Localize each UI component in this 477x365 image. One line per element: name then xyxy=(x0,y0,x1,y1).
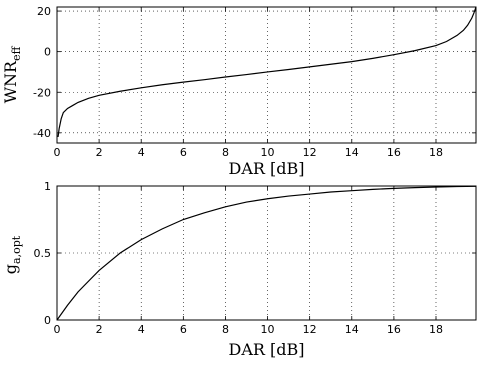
y-tick-label: 0 xyxy=(44,314,51,327)
x-tick-label: 16 xyxy=(387,146,401,159)
y-tick-label: 1 xyxy=(44,180,51,193)
x-tick-label: 6 xyxy=(180,146,187,159)
x-tick-label: 8 xyxy=(222,323,229,336)
y-tick-label: 0 xyxy=(44,46,51,59)
y-axis-label: ga,opt xyxy=(1,235,23,274)
x-tick-label: 6 xyxy=(180,323,187,336)
y-axis-label: WNReff xyxy=(1,45,23,103)
x-tick-label: 10 xyxy=(261,146,275,159)
x-tick-label: 10 xyxy=(261,323,275,336)
y-tick-label: -40 xyxy=(33,127,51,140)
x-tick-label: 4 xyxy=(138,146,145,159)
top-plot: 0 2 4 6 8 10 12 14 16 18 -40 -20 0 20 DAR [dB] WNReff xyxy=(1,5,477,178)
y-axis-label-main: g xyxy=(1,264,20,274)
series-line xyxy=(56,185,477,321)
axes-frame xyxy=(56,185,477,321)
x-tick-label: 14 xyxy=(345,323,359,336)
y-axis-label-main: WNR xyxy=(1,60,20,103)
x-tick-label: 2 xyxy=(96,146,103,159)
x-tick-label: 4 xyxy=(138,323,145,336)
y-axis-label-subscript: eff xyxy=(10,45,23,61)
x-axis-label: DAR [dB] xyxy=(229,159,305,178)
x-tick-label: 0 xyxy=(54,146,61,159)
y-tick-label: -20 xyxy=(33,86,51,99)
bottom-plot: 0 2 4 6 8 10 12 14 16 18 0 0.5 1 DAR [dB] ga,opt xyxy=(1,180,477,359)
x-tick-label: 2 xyxy=(96,323,103,336)
x-tick-label: 14 xyxy=(345,146,359,159)
x-tick-label: 12 xyxy=(303,323,317,336)
x-tick-label: 16 xyxy=(387,323,401,336)
axes-frame xyxy=(56,6,477,144)
x-tick-label: 12 xyxy=(303,146,317,159)
x-tick-label: 0 xyxy=(54,323,61,336)
x-tick-label: 18 xyxy=(429,146,443,159)
x-tick-label: 18 xyxy=(429,323,443,336)
y-axis-label-subscript: a,opt xyxy=(10,235,23,264)
x-axis-label: DAR [dB] xyxy=(229,340,305,359)
y-tick-label: 0.5 xyxy=(34,247,52,260)
x-tick-label: 8 xyxy=(222,146,229,159)
series-line xyxy=(57,6,477,137)
y-tick-label: 20 xyxy=(37,5,51,18)
